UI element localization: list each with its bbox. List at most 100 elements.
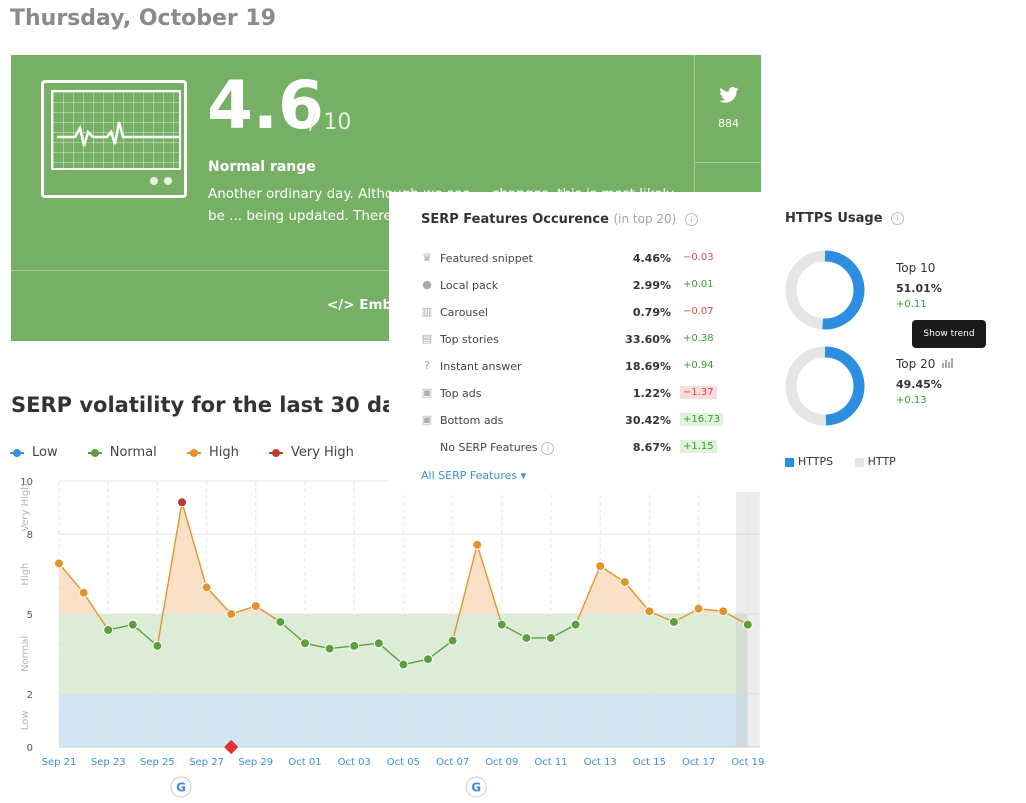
- data-point[interactable]: [152, 640, 163, 651]
- serp-feature-percent: 0.79%: [632, 306, 671, 319]
- series-line-segment: [132, 624, 158, 647]
- x-tick-label: Oct 05: [387, 757, 420, 768]
- monitor-icon: [41, 80, 187, 198]
- data-point[interactable]: [54, 558, 64, 569]
- pin-icon: ●: [422, 278, 432, 291]
- event-marker-icon[interactable]: [224, 739, 239, 755]
- serp-feature-name: Local pack: [440, 279, 499, 292]
- serp-feature-row: ♛ Featured snippet 4.46% −0.03: [421, 250, 751, 270]
- donut-percent: 51.01%: [896, 282, 942, 295]
- data-point[interactable]: [718, 606, 729, 617]
- data-point[interactable]: [521, 632, 532, 643]
- volatility-title: SERP volatility for the last 30 days: [11, 393, 422, 417]
- band-label: Very High: [20, 483, 31, 531]
- x-tick-label: Sep 25: [140, 757, 175, 768]
- data-point[interactable]: [127, 619, 138, 630]
- legend-square-icon: [785, 457, 794, 467]
- data-point[interactable]: [373, 638, 384, 649]
- series-line-segment: [156, 502, 183, 647]
- legend-marker-icon: [186, 448, 201, 458]
- serp-feature-row: No SERP Features i 8.67% +1.15: [421, 439, 751, 459]
- twitter-icon[interactable]: [719, 87, 739, 103]
- series-line-segment: [451, 544, 478, 641]
- google-update-icon[interactable]: G: [170, 776, 192, 798]
- legend-item-very-high[interactable]: Very High: [268, 445, 354, 460]
- range-label: Normal range: [208, 159, 316, 175]
- x-tick-label: Oct 15: [633, 757, 666, 768]
- serp-feature-percent: 4.46%: [632, 252, 671, 265]
- info-icon[interactable]: i: [891, 212, 905, 225]
- data-point[interactable]: [250, 601, 261, 612]
- serp-feature-change: −1.37: [680, 386, 717, 399]
- serp-feature-row: ▣ Bottom ads 30.42% +16.73: [421, 412, 751, 432]
- serp-feature-change: +0.01: [683, 279, 714, 290]
- data-point[interactable]: [669, 616, 679, 627]
- serp-feature-row: ● Local pack 2.99% +0.01: [421, 277, 751, 297]
- data-point[interactable]: [177, 497, 187, 508]
- x-tick-label: Oct 19: [731, 757, 764, 768]
- https-legend: HTTPS HTTP: [785, 455, 896, 468]
- data-point[interactable]: [644, 606, 655, 617]
- serp-features-panel: SERP Features Occurence (in top 20) i ♛ F…: [389, 192, 761, 492]
- serp-feature-name: Top ads: [440, 387, 482, 400]
- data-point[interactable]: [201, 582, 212, 593]
- data-point[interactable]: [423, 654, 433, 665]
- legend-item-http: HTTP: [854, 455, 896, 468]
- y-tick-label: 5: [27, 610, 33, 621]
- serp-feature-change: +16.73: [680, 413, 724, 426]
- info-icon[interactable]: i: [541, 441, 555, 455]
- data-point[interactable]: [595, 561, 606, 572]
- y-tick-label: 8: [27, 530, 33, 541]
- x-tick-label: Oct 11: [534, 757, 567, 768]
- data-point[interactable]: [78, 587, 89, 598]
- data-point[interactable]: [693, 603, 704, 614]
- data-point[interactable]: [447, 635, 458, 646]
- trend-chart-icon[interactable]: [942, 357, 954, 368]
- https-donut-chart[interactable]: [783, 344, 867, 428]
- none: [421, 441, 433, 453]
- google-update-icon[interactable]: G: [465, 776, 487, 798]
- serp-feature-percent: 1.22%: [632, 387, 671, 400]
- data-point[interactable]: [496, 619, 507, 630]
- serp-feature-change: −0.03: [683, 252, 714, 263]
- legend-item-high[interactable]: High: [186, 445, 239, 460]
- svg-text:G: G: [471, 781, 481, 795]
- series-line-segment: [476, 544, 503, 625]
- serp-feature-name: Featured snippet: [440, 252, 533, 265]
- data-point[interactable]: [546, 632, 556, 643]
- data-point[interactable]: [619, 577, 630, 588]
- info-icon[interactable]: i: [684, 213, 698, 226]
- legend-item-normal[interactable]: Normal: [87, 445, 157, 460]
- data-point[interactable]: [349, 640, 360, 651]
- legend-item-low[interactable]: Low: [10, 445, 58, 460]
- data-point[interactable]: [324, 643, 335, 654]
- series-line-segment: [427, 640, 454, 660]
- data-point[interactable]: [226, 609, 237, 619]
- serp-feature-percent: 18.69%: [625, 360, 671, 373]
- x-tick-label: Oct 17: [682, 757, 715, 768]
- data-point[interactable]: [570, 619, 581, 630]
- data-point[interactable]: [103, 624, 114, 635]
- https-donut-chart[interactable]: [783, 248, 867, 332]
- crown-icon: ♛: [422, 251, 432, 264]
- data-point[interactable]: [472, 539, 483, 550]
- twitter-count: 884: [718, 117, 739, 130]
- serp-features-title: SERP Features Occurence (in top 20) i: [421, 212, 698, 227]
- news-icon: ▤: [421, 332, 433, 345]
- band-label: Normal: [20, 636, 31, 672]
- score-out-of: / 10: [309, 110, 352, 135]
- all-serp-features-link[interactable]: All SERP Features ▾: [421, 469, 527, 482]
- data-point[interactable]: [742, 619, 753, 630]
- serp-feature-row: ▤ Top stories 33.60% +0.38: [421, 331, 751, 351]
- series-line-segment: [378, 642, 404, 666]
- x-tick-label: Oct 01: [288, 757, 321, 768]
- data-point[interactable]: [300, 638, 310, 649]
- legend-item-https: HTTPS: [785, 455, 833, 468]
- data-point[interactable]: [275, 616, 286, 627]
- serp-feature-name: Instant answer: [440, 360, 522, 373]
- x-tick-label: Sep 23: [91, 757, 126, 768]
- data-point[interactable]: [398, 659, 409, 670]
- https-arc: [785, 250, 865, 330]
- ad-icon: ▣: [421, 386, 433, 399]
- x-tick-label: Oct 07: [436, 757, 469, 768]
